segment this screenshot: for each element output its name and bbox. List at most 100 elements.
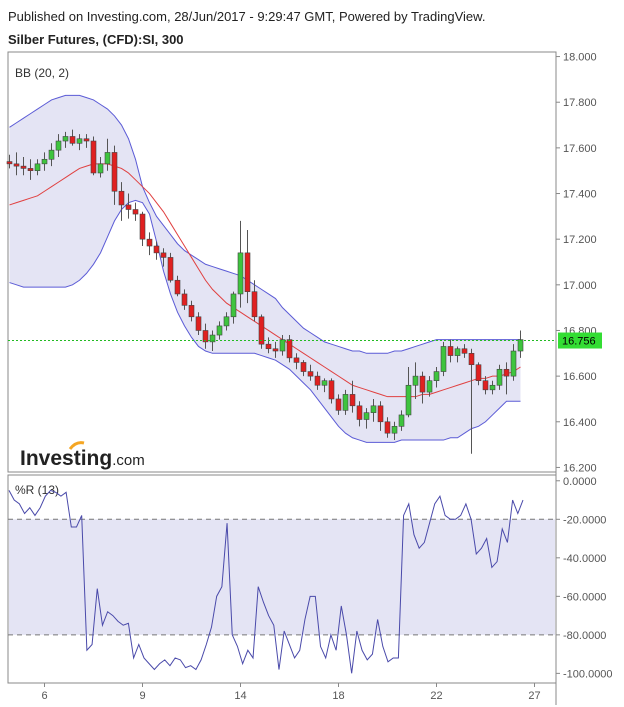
candle (475, 362, 482, 386)
candle (426, 376, 433, 397)
candle (440, 341, 447, 377)
candle (83, 134, 90, 148)
candle-body (104, 152, 111, 165)
candle-body (405, 384, 412, 416)
candle-body (433, 371, 440, 381)
candle (384, 417, 391, 438)
candle (286, 335, 293, 363)
candle (377, 401, 384, 431)
candle-body (510, 350, 517, 377)
candle-body (300, 362, 307, 372)
wr-tick-label: -40.0000 (563, 553, 606, 565)
candle-body (447, 346, 454, 356)
candle-body (461, 348, 468, 354)
investing-logo: Investing.com (20, 447, 145, 470)
candle-body (258, 316, 265, 345)
candle-body (279, 339, 286, 352)
candle-body (97, 163, 104, 174)
candle (461, 344, 468, 358)
candle (398, 410, 405, 431)
candle (307, 364, 314, 381)
candle (118, 182, 125, 221)
candle (104, 138, 111, 171)
time-tick-label: 27 (528, 690, 540, 702)
time-tick-label: 18 (332, 690, 344, 702)
last-price-badge (558, 332, 602, 349)
candle (447, 339, 454, 363)
candle (139, 211, 146, 247)
candle (342, 389, 349, 415)
time-tick-label: 22 (430, 690, 442, 702)
candle (314, 371, 321, 390)
bollinger-upper-band (9, 94, 521, 354)
candle (146, 232, 153, 256)
candle (293, 353, 300, 370)
candle (370, 398, 377, 422)
time-tick-label: 6 (41, 690, 47, 702)
candle-body (356, 405, 363, 420)
price-tick-label: 16.400 (563, 417, 597, 429)
candle (251, 280, 258, 322)
candle-body (111, 152, 118, 192)
wr-tick-label: -80.0000 (563, 630, 606, 642)
candle-body (188, 305, 195, 318)
candle-body (237, 252, 244, 295)
logo-swoosh (68, 441, 85, 450)
candle-body (412, 375, 419, 386)
candle (468, 348, 475, 454)
candle-body (328, 380, 335, 400)
candle-body (398, 414, 405, 427)
candle-body (489, 384, 496, 391)
wr-range-fill (9, 519, 555, 635)
candle (216, 321, 223, 340)
candle (97, 157, 104, 178)
price-tick-label: 17.800 (563, 97, 597, 109)
candle (328, 378, 335, 404)
published-caption: Published on Investing.com, 28/Jun/2017 … (8, 9, 486, 24)
candle-body (125, 204, 132, 210)
candle (300, 360, 307, 377)
price-tick-label: 16.600 (563, 371, 597, 383)
candle-body (475, 364, 482, 381)
candle (237, 220, 244, 308)
candle-body (363, 412, 370, 420)
candle (90, 136, 97, 176)
price-tick-label: 17.200 (563, 234, 597, 246)
candle-body (272, 348, 279, 352)
candle-body (293, 357, 300, 363)
candle (76, 134, 83, 151)
candle (34, 159, 41, 176)
candle-body (83, 138, 90, 142)
candle-body (146, 238, 153, 247)
candle-body (286, 339, 293, 359)
candle-body (468, 353, 475, 366)
candle-body (62, 136, 69, 142)
candle (510, 344, 517, 381)
candle (27, 159, 34, 180)
candle-body (195, 316, 202, 331)
candle-body (160, 252, 167, 258)
candle (69, 129, 76, 146)
candle-body (496, 368, 503, 386)
candle-body (321, 380, 328, 386)
candle-body (265, 343, 272, 350)
candle (55, 134, 62, 157)
candle (419, 371, 426, 404)
candle (517, 330, 524, 358)
candle (244, 230, 251, 304)
candle-body (335, 398, 342, 411)
candle-body (20, 165, 27, 169)
candle-body (517, 339, 524, 352)
time-tick-label: 14 (234, 690, 246, 702)
candle (125, 193, 132, 219)
williams-r-line (8, 489, 524, 674)
candle (496, 364, 503, 390)
candle (489, 380, 496, 395)
price-tick-label: 17.000 (563, 280, 597, 292)
bollinger-lower-band (9, 199, 521, 443)
candle (405, 367, 412, 418)
candle-body (132, 209, 139, 215)
candle (160, 248, 167, 267)
candle-body (370, 405, 377, 413)
